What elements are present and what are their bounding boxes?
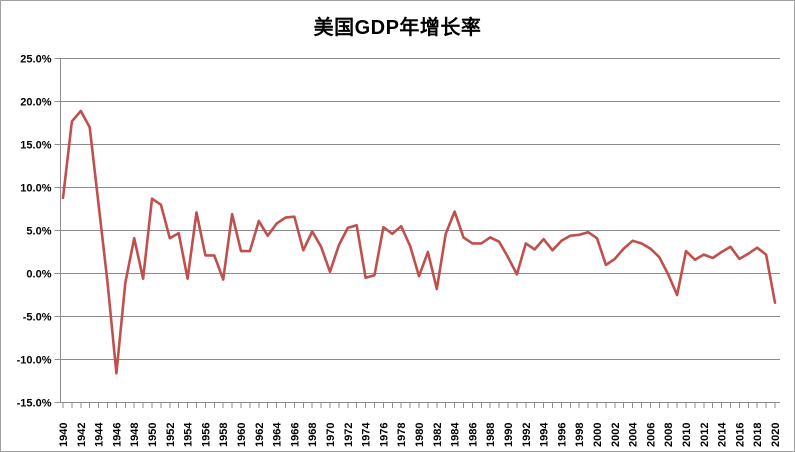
x-tick-label: 1992 bbox=[521, 423, 533, 447]
x-tick-label: 2008 bbox=[663, 423, 675, 447]
x-tick-label: 1948 bbox=[129, 423, 141, 447]
x-tick-label: 1970 bbox=[325, 423, 337, 447]
y-tick-label: -5.0% bbox=[23, 312, 52, 324]
chart-title: 美国GDP年增长率 bbox=[313, 17, 482, 39]
x-tick-label: 2018 bbox=[752, 423, 764, 447]
x-tick-label: 1964 bbox=[272, 422, 284, 447]
y-tick-label: 5.0% bbox=[26, 226, 51, 238]
x-tick-label: 2020 bbox=[770, 423, 782, 447]
x-tick-label: 1984 bbox=[450, 422, 462, 447]
x-tick-label: 1972 bbox=[343, 423, 355, 447]
x-tick-label: 2002 bbox=[610, 423, 622, 447]
x-tick-label: 1940 bbox=[58, 423, 70, 447]
y-tick-label: 25.0% bbox=[20, 54, 51, 66]
x-tick-label: 1942 bbox=[76, 423, 88, 447]
x-tick-label: 1986 bbox=[467, 423, 479, 447]
y-tick-label: 0.0% bbox=[26, 269, 51, 281]
x-tick-label: 1978 bbox=[396, 423, 408, 447]
y-tick-label: -15.0% bbox=[17, 398, 52, 410]
x-tick-label: 1974 bbox=[361, 422, 373, 447]
x-tick-label: 1980 bbox=[414, 423, 426, 447]
x-tick-label: 2004 bbox=[628, 422, 640, 447]
x-tick-label: 1962 bbox=[254, 423, 266, 447]
x-tick-label: 1952 bbox=[165, 423, 177, 447]
x-tick-label: 1996 bbox=[556, 423, 568, 447]
x-tick-label: 1946 bbox=[111, 423, 123, 447]
x-tick-label: 2010 bbox=[681, 423, 693, 447]
x-tick-label: 1968 bbox=[307, 423, 319, 447]
x-tick-label: 1966 bbox=[289, 423, 301, 447]
x-tick-label: 1956 bbox=[200, 423, 212, 447]
x-tick-label: 2012 bbox=[699, 423, 711, 447]
x-tick-label: 1990 bbox=[503, 423, 515, 447]
x-tick-label: 1994 bbox=[539, 422, 551, 447]
x-tick-label: 1998 bbox=[574, 423, 586, 447]
gdp-growth-line bbox=[61, 109, 777, 375]
y-tick-label: 20.0% bbox=[20, 97, 51, 109]
x-tick-label: 1954 bbox=[183, 422, 195, 447]
x-tick-label: 2006 bbox=[645, 423, 657, 447]
x-tick-label: 1958 bbox=[218, 423, 230, 447]
y-tick-label: -10.0% bbox=[17, 355, 52, 367]
x-tick-label: 1988 bbox=[485, 423, 497, 447]
x-tick-label: 2016 bbox=[734, 423, 746, 447]
x-tick-label: 1950 bbox=[147, 423, 159, 447]
x-tick-label: 1982 bbox=[432, 423, 444, 447]
x-tick-label: 1976 bbox=[378, 423, 390, 447]
y-tick-label: 10.0% bbox=[20, 183, 51, 195]
x-tick-label: 1960 bbox=[236, 423, 248, 447]
x-tick-label: 1944 bbox=[94, 422, 106, 447]
y-tick-label: 15.0% bbox=[20, 140, 51, 152]
x-tick-label: 2014 bbox=[717, 422, 729, 447]
x-tick-label: 2000 bbox=[592, 423, 604, 447]
